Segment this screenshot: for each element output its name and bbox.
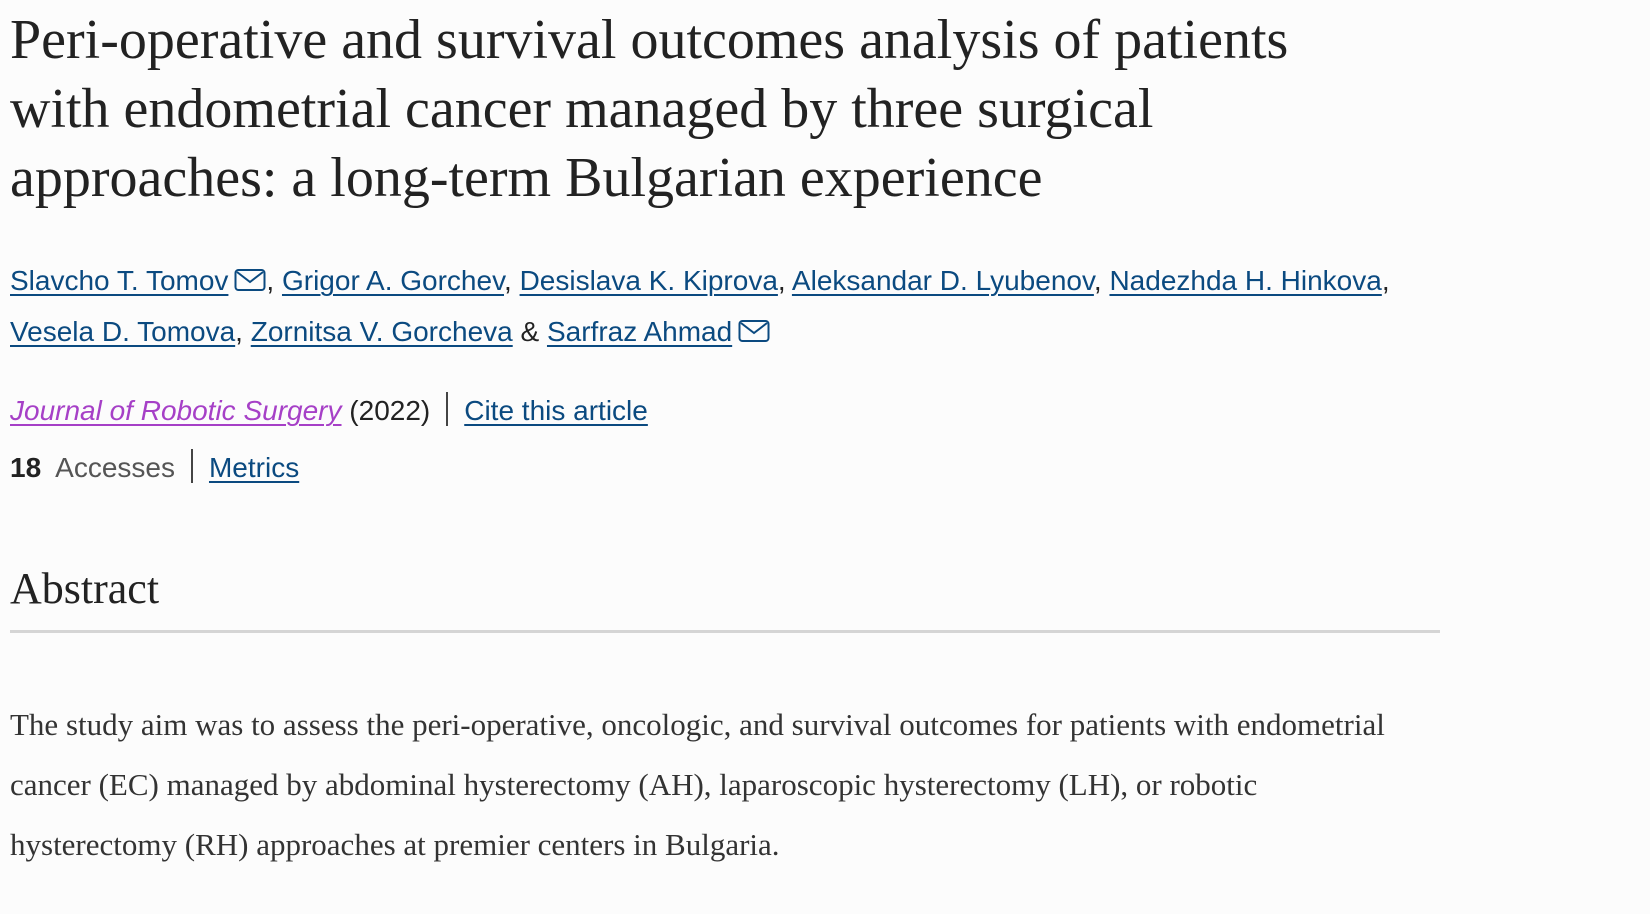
author-separator: ,	[777, 265, 786, 296]
author-link[interactable]: Grigor A. Gorchev	[281, 265, 504, 296]
author-separator: ,	[235, 316, 243, 347]
cite-link[interactable]: Cite this article	[464, 395, 648, 426]
separator	[190, 449, 193, 483]
author-list: Slavcho T. Tomov, Grigor A. Gorchev, Des…	[10, 255, 1410, 357]
article-header: Peri-operative and survival outcomes ana…	[10, 0, 1440, 875]
metrics-link[interactable]: Metrics	[208, 452, 300, 483]
metrics-info: 18 Accesses Metrics	[10, 448, 1440, 488]
envelope-flap	[740, 322, 768, 335]
article-title: Peri-operative and survival outcomes ana…	[10, 9, 1289, 209]
envelope	[234, 269, 266, 291]
author-separator: ,	[1381, 265, 1390, 296]
author-separator: ,	[1093, 265, 1102, 296]
accesses-label: Accesses	[55, 452, 175, 483]
abstract-heading: Abstract	[10, 564, 1440, 633]
email-icon[interactable]	[234, 268, 266, 292]
email-icon[interactable]	[738, 319, 770, 343]
author-link[interactable]: Slavcho T. Tomov	[10, 265, 229, 296]
author-separator: ,	[504, 265, 512, 296]
author-link[interactable]: Vesela D. Tomova	[10, 316, 236, 347]
author-link[interactable]: Zornitsa V. Gorcheva	[250, 316, 513, 347]
author-link[interactable]: Sarfraz Ahmad	[546, 316, 733, 347]
envelope-flap	[236, 271, 265, 284]
separator	[446, 392, 449, 426]
accesses-count: 18	[10, 452, 42, 483]
author-link[interactable]: Nadezhda H. Hinkova	[1109, 265, 1382, 296]
author-link[interactable]: Desislava K. Kiprova	[519, 265, 778, 296]
year: (2022)	[349, 395, 431, 426]
abstract-text: The study aim was to assess the peri-ope…	[10, 707, 1385, 862]
envelope	[738, 320, 770, 342]
author-link[interactable]: Aleksandar D. Lyubenov	[791, 265, 1094, 296]
publication-info: Journal of Robotic Surgery (2022) Cite th…	[10, 391, 1440, 431]
author-separator: ,	[266, 265, 275, 296]
author-separator: &	[520, 316, 540, 347]
journal-link[interactable]: Journal of Robotic Surgery	[10, 395, 342, 426]
